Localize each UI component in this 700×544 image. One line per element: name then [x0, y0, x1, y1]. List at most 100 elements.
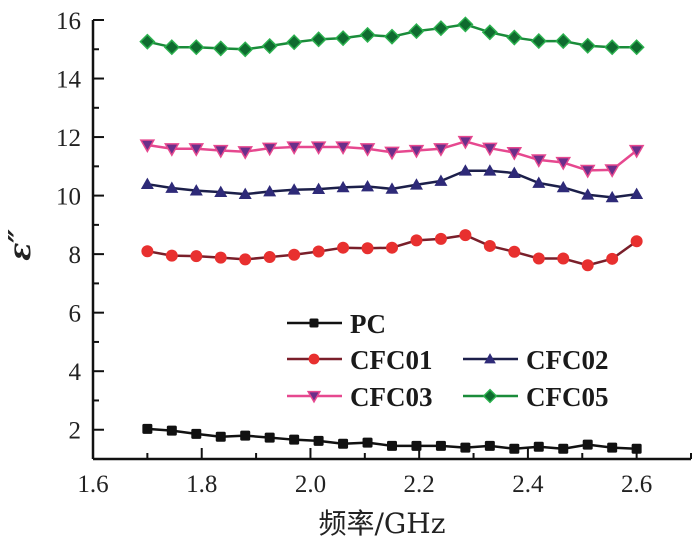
data-point-pc: [362, 437, 373, 448]
data-point-cfc01: [263, 251, 276, 264]
data-point-cfc01: [508, 245, 521, 258]
data-point-cfc02: [483, 164, 497, 176]
data-point-cfc02: [336, 180, 350, 193]
data-point-cfc02: [361, 180, 375, 192]
legend-item-cfc01: CFC01: [287, 345, 433, 375]
data-point-cfc03: [408, 144, 425, 159]
data-point-cfc03: [604, 164, 620, 178]
legend-marker-pc: [309, 318, 319, 328]
data-point-pc: [289, 434, 300, 445]
x-tick-label: 1.8: [186, 471, 217, 498]
data-point-cfc02: [532, 176, 546, 188]
data-point-cfc03: [261, 142, 278, 157]
y-tick-label: 16: [56, 8, 81, 35]
legend: PC CFC01 CFC02 CFC03 CFC05: [287, 309, 609, 412]
y-axis-title: ε″: [3, 229, 38, 261]
legend-label-cfc05: CFC05: [526, 382, 609, 412]
data-point-cfc05: [335, 30, 352, 47]
data-point-cfc01: [630, 235, 643, 248]
data-point-cfc01: [410, 234, 423, 247]
data-point-pc: [582, 439, 593, 450]
data-point-cfc02: [605, 190, 619, 203]
data-point-pc: [387, 440, 397, 451]
data-point-pc: [631, 443, 642, 454]
data-point-cfc05: [555, 33, 572, 50]
data-point-cfc03: [628, 144, 645, 159]
data-point-cfc03: [384, 146, 400, 161]
y-tick-label: 6: [69, 301, 82, 328]
legend-marker-cfc03: [306, 390, 322, 404]
legend-label-cfc02: CFC02: [526, 345, 609, 375]
data-point-cfc03: [310, 141, 327, 156]
data-point-cfc01: [337, 241, 350, 254]
data-point-cfc01: [532, 252, 545, 265]
data-point-pc: [558, 443, 569, 454]
x-ticks: 1.6 1.8 2.0 2.2 2.4 2.6: [77, 448, 692, 498]
data-point-cfc01: [386, 241, 398, 254]
data-point-cfc05: [457, 16, 474, 33]
data-point-cfc01: [190, 250, 203, 263]
data-point-cfc05: [579, 37, 596, 54]
data-point-pc: [411, 440, 422, 451]
legend-label-cfc03: CFC03: [350, 382, 433, 412]
data-point-cfc02: [458, 164, 472, 176]
data-point-cfc03: [212, 144, 229, 159]
data-point-cfc01: [312, 245, 325, 258]
legend-item-pc: PC: [287, 309, 386, 339]
data-point-cfc05: [408, 23, 425, 40]
data-point-cfc05: [310, 31, 327, 48]
data-point-pc: [215, 431, 226, 442]
data-point-pc: [484, 440, 495, 451]
x-axis-title: 频率/GHz: [319, 507, 446, 540]
data-point-cfc03: [164, 143, 180, 157]
data-point-cfc05: [188, 39, 205, 56]
data-point-cfc05: [163, 39, 180, 56]
data-point-cfc02: [409, 178, 423, 190]
data-point-cfc05: [212, 40, 229, 57]
data-point-pc: [509, 443, 520, 454]
data-point-cfc02: [263, 185, 277, 197]
data-point-cfc02: [507, 166, 521, 178]
data-point-pc: [313, 435, 324, 446]
data-point-pc: [264, 432, 275, 443]
legend-item-cfc03: CFC03: [287, 382, 433, 412]
data-point-cfc03: [579, 164, 596, 179]
data-point-cfc03: [457, 135, 474, 150]
data-point-cfc01: [165, 249, 178, 262]
legend-label-pc: PC: [350, 309, 386, 339]
data-point-cfc05: [139, 33, 156, 50]
legend-marker-cfc02: [484, 353, 496, 364]
data-point-cfc02: [581, 188, 595, 200]
data-point-pc: [607, 442, 618, 453]
data-point-pc: [191, 428, 202, 439]
x-tick-label: 2.6: [621, 471, 652, 498]
data-point-pc: [240, 430, 251, 441]
data-point-cfc03: [335, 141, 351, 156]
data-point-pc: [533, 441, 544, 452]
data-point-cfc01: [581, 259, 594, 272]
data-point-cfc01: [141, 245, 154, 258]
data-point-cfc01: [459, 229, 472, 242]
data-point-cfc01: [483, 239, 496, 252]
data-point-cfc03: [555, 156, 572, 171]
y-tick-label: 14: [56, 67, 82, 94]
data-point-cfc03: [482, 142, 498, 157]
data-point-cfc02: [238, 187, 252, 200]
data-point-cfc03: [359, 143, 376, 157]
data-point-cfc02: [165, 181, 179, 193]
data-point-pc: [166, 425, 177, 436]
data-point-cfc03: [530, 154, 547, 168]
data-point-pc: [460, 442, 471, 453]
data-point-cfc02: [434, 174, 448, 186]
data-point-cfc02: [214, 185, 228, 197]
data-point-cfc02: [287, 183, 301, 195]
legend-item-cfc05: CFC05: [463, 382, 609, 412]
legend-marker-cfc05: [482, 388, 498, 404]
y-tick-label: 4: [69, 359, 82, 386]
data-point-cfc02: [312, 182, 326, 195]
x-tick-label: 2.0: [295, 471, 326, 498]
data-point-cfc01: [606, 252, 619, 265]
data-point-cfc02: [140, 177, 154, 190]
data-point-cfc03: [433, 143, 449, 157]
